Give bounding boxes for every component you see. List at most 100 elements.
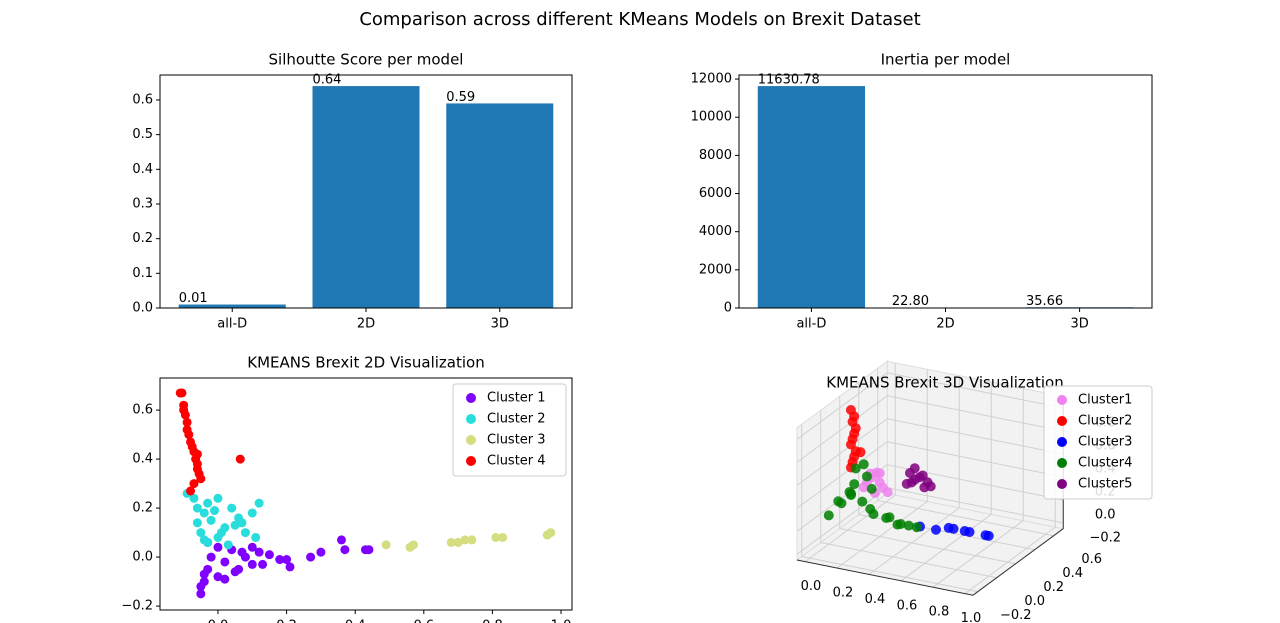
y-tick-label: 0.2 — [1043, 580, 1064, 595]
point — [857, 496, 868, 507]
grid-line — [900, 513, 992, 582]
axes-frame — [159, 377, 573, 611]
bar — [178, 304, 286, 308]
legend-label: Cluster4 — [1078, 456, 1132, 471]
point — [196, 528, 206, 538]
point — [844, 487, 855, 498]
legend-label: Cluster 1 — [487, 391, 546, 406]
y-tick-label: 0.6 — [1081, 552, 1102, 567]
point — [409, 540, 419, 550]
point — [213, 493, 223, 503]
x-tick-label: all-D — [796, 317, 826, 332]
y-tick-label: 8000 — [699, 148, 732, 163]
chart-title: KMEANS Brexit 2D Visualization — [247, 354, 484, 372]
legend-marker — [1057, 416, 1067, 426]
y-tick-label: 6000 — [699, 186, 732, 201]
point — [336, 535, 346, 545]
legend-marker — [1057, 395, 1067, 405]
point — [823, 510, 834, 521]
x-tick-label: 2D — [936, 317, 954, 332]
point — [849, 479, 860, 490]
x-tick-label: 0.6 — [413, 619, 434, 623]
point — [220, 557, 230, 567]
legend-label: Cluster1 — [1078, 393, 1132, 408]
point — [179, 400, 189, 410]
value-label: 0.01 — [179, 291, 208, 306]
point — [196, 589, 206, 599]
x-tick-label: 0.0 — [801, 579, 822, 594]
x-tick-label: 0.6 — [897, 598, 918, 613]
x-tick-label: 3D — [491, 317, 509, 332]
grid-line — [820, 542, 997, 579]
value-label: 22.80 — [892, 294, 929, 309]
x-axis-line — [796, 559, 974, 596]
figure-title: Comparison across different KMeans Model… — [359, 9, 920, 30]
point — [213, 542, 223, 552]
point — [858, 459, 869, 470]
legend-marker — [466, 456, 476, 466]
x-tick-label: 0.0 — [208, 619, 229, 623]
point — [247, 508, 257, 518]
y-tick-label: 0.6 — [132, 92, 153, 107]
legend-marker — [1057, 458, 1067, 468]
grid-line — [839, 528, 1016, 565]
point — [237, 518, 247, 528]
point — [254, 547, 264, 557]
y-tick-label: 0.2 — [132, 231, 153, 246]
x-tick-label: 0.4 — [345, 619, 366, 623]
point — [874, 468, 885, 479]
point — [210, 506, 220, 516]
point — [230, 520, 240, 530]
grid-line — [796, 372, 888, 440]
point — [546, 528, 556, 538]
point — [919, 482, 930, 493]
point — [203, 498, 213, 508]
legend-marker — [1057, 437, 1067, 447]
y-tick-label: 0.0 — [132, 301, 153, 316]
point — [189, 479, 199, 489]
point — [884, 512, 895, 523]
legend-label: Cluster2 — [1078, 414, 1132, 429]
bar — [757, 86, 866, 308]
y-tick-label: 0.4 — [1062, 566, 1083, 581]
chart-title: Silhoutte Score per model — [269, 51, 464, 69]
point — [230, 567, 240, 577]
point — [237, 547, 247, 557]
point — [453, 537, 463, 547]
point — [199, 508, 209, 518]
y-tick-label: 2000 — [699, 262, 732, 277]
grid-line — [964, 526, 1056, 595]
y-tick-label: 0.0 — [132, 550, 153, 565]
point — [216, 528, 226, 538]
point — [247, 542, 257, 552]
grid-line — [887, 372, 1064, 409]
point — [189, 493, 199, 503]
grid-line — [887, 395, 1064, 432]
grid-line — [887, 418, 1064, 455]
z-tick-label: −0.2 — [1089, 530, 1121, 545]
y-tick-label: 0.6 — [132, 403, 153, 418]
point — [903, 520, 914, 531]
point — [964, 527, 975, 538]
legend-marker — [466, 393, 476, 403]
point — [192, 518, 202, 528]
point — [868, 509, 879, 520]
point — [850, 463, 861, 474]
grid-line — [796, 441, 888, 509]
point — [180, 410, 190, 420]
x-tick-label: 1.0 — [551, 619, 572, 623]
legend-box — [1043, 385, 1153, 500]
y-tick-label: 0.1 — [132, 266, 153, 281]
point — [240, 528, 250, 538]
axes-frame — [159, 74, 573, 309]
point — [316, 547, 326, 557]
chart-title: KMEANS Brexit 3D Visualization — [826, 374, 1063, 392]
y-tick-label: 12000 — [691, 72, 732, 87]
point — [247, 559, 257, 569]
chart-title: Inertia per model — [881, 51, 1011, 69]
bar — [312, 86, 420, 308]
point — [381, 540, 391, 550]
grid-line — [796, 418, 888, 486]
